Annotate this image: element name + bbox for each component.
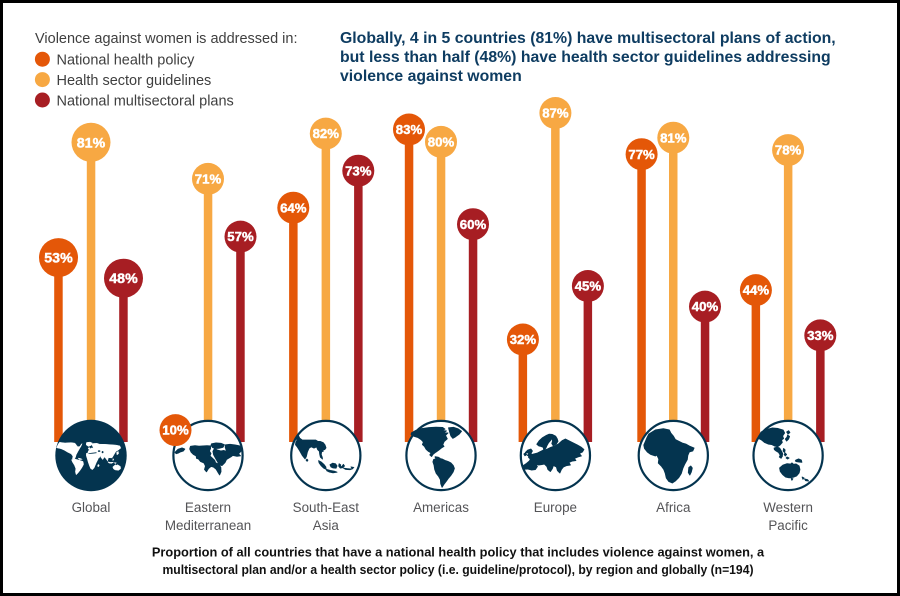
svg-text:80%: 80% xyxy=(428,135,455,150)
svg-text:Violence against women is addr: Violence against women is addressed in: xyxy=(35,31,298,47)
svg-text:78%: 78% xyxy=(775,143,802,158)
svg-text:National health policy: National health policy xyxy=(57,53,196,69)
svg-text:Americas: Americas xyxy=(413,500,469,515)
svg-text:Europe: Europe xyxy=(534,500,577,515)
svg-text:South-East: South-East xyxy=(293,500,360,515)
svg-text:48%: 48% xyxy=(109,271,138,287)
svg-text:Globally, 4 in 5 countries (81: Globally, 4 in 5 countries (81%) have mu… xyxy=(340,30,836,47)
svg-text:71%: 71% xyxy=(195,172,222,187)
svg-text:77%: 77% xyxy=(628,147,655,162)
svg-text:Eastern: Eastern xyxy=(185,500,231,515)
svg-text:45%: 45% xyxy=(575,279,602,294)
svg-text:57%: 57% xyxy=(227,229,254,244)
svg-text:10%: 10% xyxy=(162,423,189,438)
svg-text:73%: 73% xyxy=(345,163,372,178)
svg-text:53%: 53% xyxy=(44,251,73,267)
svg-text:81%: 81% xyxy=(77,135,106,151)
svg-text:44%: 44% xyxy=(743,283,770,298)
svg-text:Africa: Africa xyxy=(656,500,691,515)
svg-text:but less than half (48%) have: but less than half (48%) have health sec… xyxy=(340,49,831,66)
svg-text:multisectoral plan and/or a he: multisectoral plan and/or a health secto… xyxy=(163,562,754,577)
svg-text:64%: 64% xyxy=(280,200,307,215)
svg-text:Pacific: Pacific xyxy=(768,518,808,533)
svg-text:82%: 82% xyxy=(313,126,340,141)
svg-text:32%: 32% xyxy=(510,332,537,347)
svg-text:Global: Global xyxy=(72,500,111,515)
svg-text:40%: 40% xyxy=(692,299,719,314)
svg-text:National multisectoral plans: National multisectoral plans xyxy=(57,93,234,109)
svg-text:Western: Western xyxy=(763,500,813,515)
svg-text:87%: 87% xyxy=(542,106,569,121)
svg-text:81%: 81% xyxy=(660,130,687,145)
svg-text:violence against women: violence against women xyxy=(340,68,522,85)
svg-text:Proportion of all countries th: Proportion of all countries that have a … xyxy=(152,544,765,559)
svg-text:33%: 33% xyxy=(807,328,834,343)
svg-text:83%: 83% xyxy=(396,122,423,137)
svg-text:Asia: Asia xyxy=(313,518,340,533)
svg-text:Health sector guidelines: Health sector guidelines xyxy=(57,73,212,89)
svg-text:60%: 60% xyxy=(460,217,487,232)
svg-text:Mediterranean: Mediterranean xyxy=(165,518,251,533)
